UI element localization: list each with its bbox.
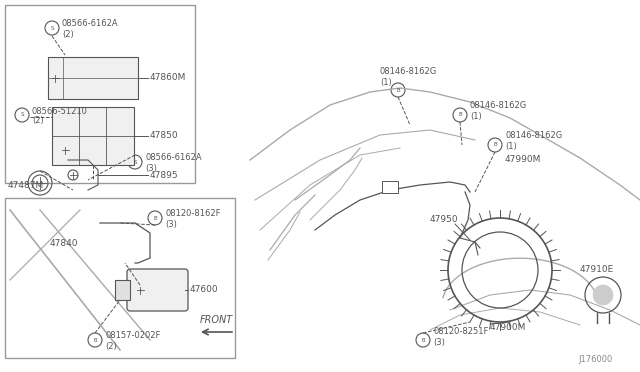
Text: B: B <box>93 337 97 343</box>
Text: 08566-6162A: 08566-6162A <box>145 154 202 163</box>
Text: 47600: 47600 <box>190 285 219 295</box>
Text: B: B <box>396 87 400 93</box>
Text: B: B <box>153 215 157 221</box>
Bar <box>115 280 130 300</box>
Text: S: S <box>51 26 54 31</box>
Text: 08120-8162F: 08120-8162F <box>165 209 221 218</box>
Text: 47895: 47895 <box>150 170 179 180</box>
Text: (2): (2) <box>32 116 44 125</box>
Text: 47950: 47950 <box>430 215 459 224</box>
Text: 47990M: 47990M <box>505 155 541 164</box>
Text: 08566-6162A: 08566-6162A <box>62 19 118 29</box>
Text: 47840: 47840 <box>50 238 79 247</box>
Text: (3): (3) <box>433 337 445 346</box>
Text: 47860M: 47860M <box>150 74 186 83</box>
Text: (1): (1) <box>505 141 516 151</box>
Text: 08146-8162G: 08146-8162G <box>505 131 563 141</box>
Bar <box>382 181 398 193</box>
Text: 47850: 47850 <box>150 131 179 141</box>
Bar <box>52 107 134 165</box>
Text: B: B <box>421 337 425 343</box>
Bar <box>48 57 138 99</box>
FancyBboxPatch shape <box>127 269 188 311</box>
Text: 08120-8251F: 08120-8251F <box>433 327 488 337</box>
Text: 08157-0202F: 08157-0202F <box>105 331 161 340</box>
Bar <box>5 5 195 183</box>
Text: B: B <box>493 142 497 148</box>
Text: B: B <box>458 112 462 118</box>
Text: S: S <box>20 112 24 118</box>
Text: (2): (2) <box>105 341 116 350</box>
Text: (1): (1) <box>380 77 392 87</box>
Text: 47487M: 47487M <box>8 180 44 189</box>
Text: 08146-8162G: 08146-8162G <box>380 67 437 77</box>
Text: (3): (3) <box>145 164 157 173</box>
Text: S: S <box>133 160 137 164</box>
Circle shape <box>593 285 613 305</box>
Text: (3): (3) <box>165 219 177 228</box>
Text: (2): (2) <box>62 29 74 38</box>
Text: 47900M: 47900M <box>490 324 526 333</box>
Text: J176000: J176000 <box>578 356 612 365</box>
Text: 08566-51210: 08566-51210 <box>32 106 88 115</box>
Text: 08146-8162G: 08146-8162G <box>470 102 527 110</box>
Text: 47910E: 47910E <box>580 266 614 275</box>
Text: FRONT: FRONT <box>200 315 232 325</box>
Bar <box>5 198 235 358</box>
Text: (1): (1) <box>470 112 482 121</box>
